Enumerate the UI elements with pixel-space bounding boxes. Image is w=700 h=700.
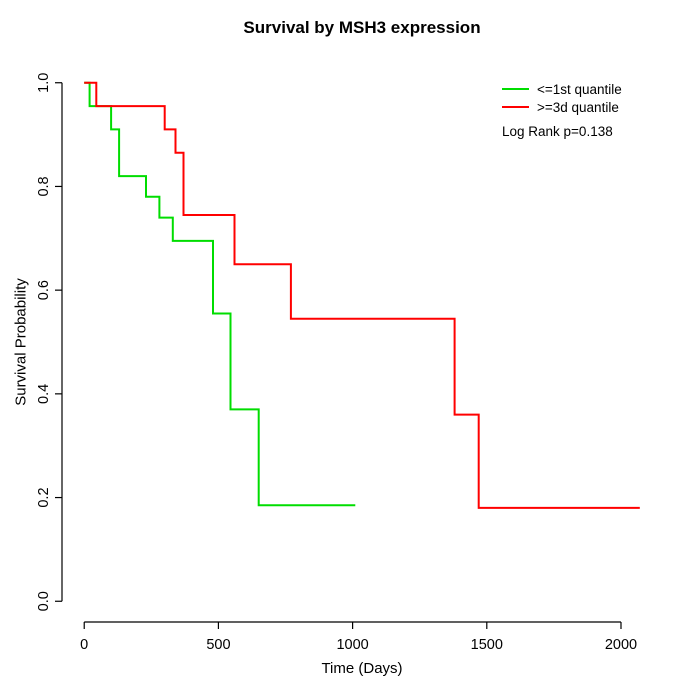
y-tick-label: 0.8 <box>36 176 52 196</box>
legend-item-high-expression: >=3d quantile <box>502 98 622 116</box>
y-tick-label: 1.0 <box>36 73 52 93</box>
y-axis-title: Survival Probability <box>12 278 30 406</box>
legend-line-green <box>502 88 529 90</box>
y-tick-label: 0.2 <box>36 487 52 507</box>
legend: <=1st quantile >=3d quantile Log Rank p=… <box>502 80 622 139</box>
legend-label-high-expression: >=3d quantile <box>537 99 619 115</box>
survival-curve-green <box>84 81 356 507</box>
y-tick-label: 0.4 <box>36 384 52 404</box>
y-tick-label: 0.6 <box>36 280 52 300</box>
legend-label-low-expression: <=1st quantile <box>537 81 622 97</box>
legend-line-red <box>502 106 529 108</box>
x-tick-label: 0 <box>80 637 88 653</box>
x-tick-label: 500 <box>206 637 230 653</box>
y-tick-label: 0.0 <box>36 591 52 611</box>
plot-title: Survival by MSH3 expression <box>243 18 481 37</box>
x-tick-label: 1000 <box>336 637 368 653</box>
survival-curve-red <box>84 81 640 509</box>
logrank-pvalue: Log Rank p=0.138 <box>502 124 613 139</box>
legend-item-low-expression: <=1st quantile <box>502 80 622 98</box>
x-tick-label: 1500 <box>471 637 503 653</box>
x-axis-title: Time (Days) <box>321 660 403 677</box>
x-tick-label: 2000 <box>605 637 637 653</box>
